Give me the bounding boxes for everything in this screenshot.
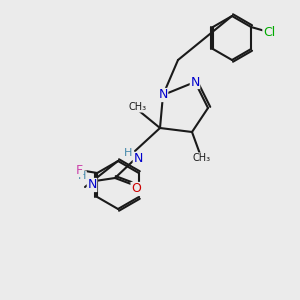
Text: N: N	[158, 88, 168, 101]
Text: CH₃: CH₃	[129, 102, 147, 112]
Text: H: H	[124, 148, 132, 158]
Text: Cl: Cl	[263, 26, 275, 38]
Text: F: F	[76, 164, 83, 176]
Text: O: O	[131, 182, 141, 196]
Text: N: N	[190, 76, 200, 88]
Text: N: N	[87, 178, 97, 191]
Text: N: N	[133, 152, 143, 166]
Text: CH₃: CH₃	[193, 153, 211, 163]
Text: H: H	[78, 171, 86, 181]
